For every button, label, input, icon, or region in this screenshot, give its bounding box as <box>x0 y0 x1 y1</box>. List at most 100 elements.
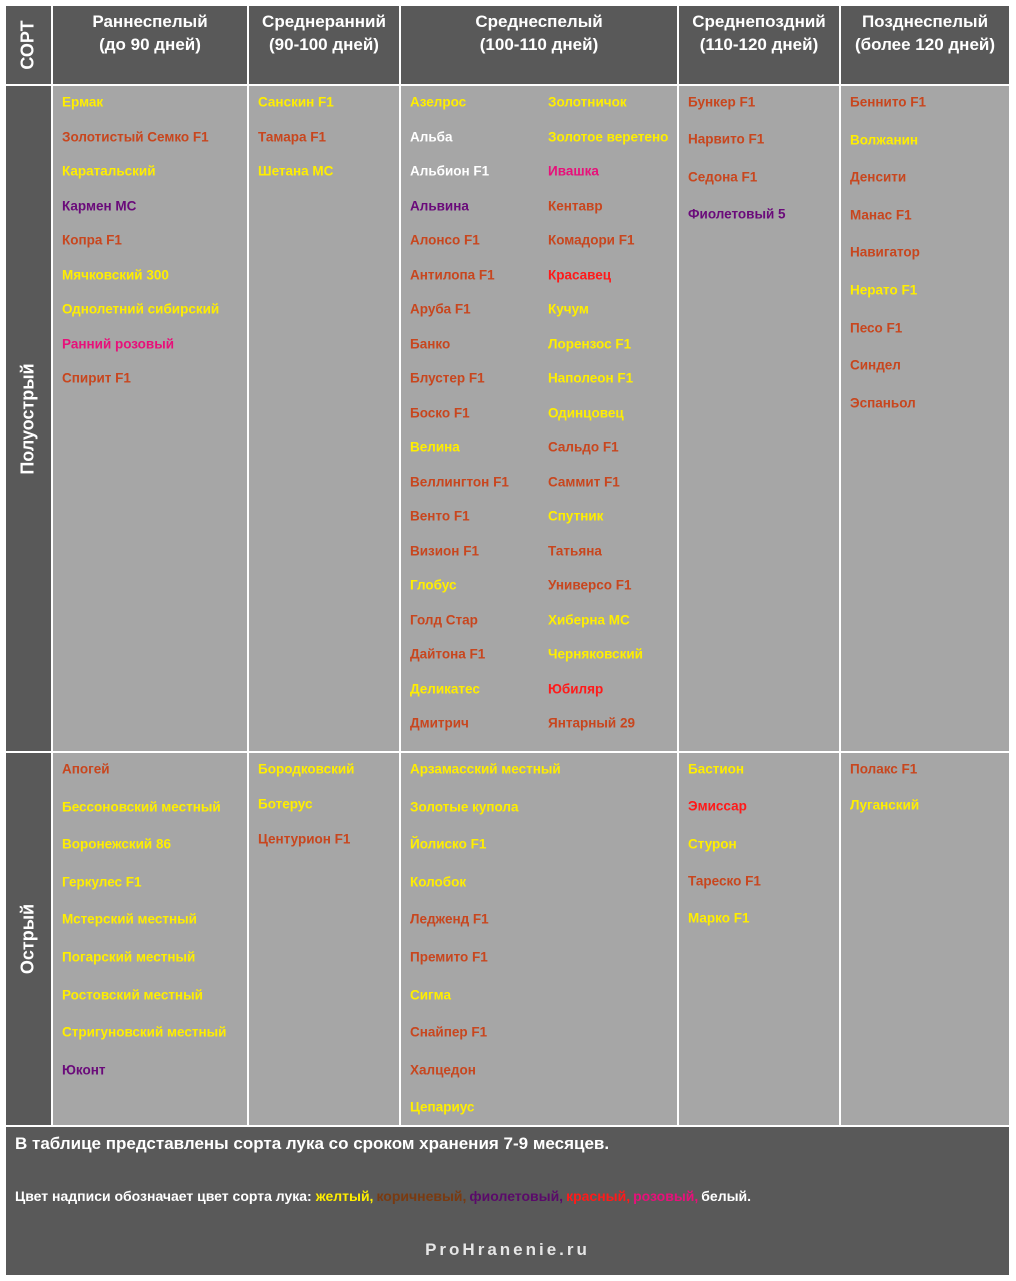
variety: Черняковский <box>548 646 643 662</box>
variety: Деликатес <box>410 681 480 696</box>
variety: Апогей <box>62 761 110 777</box>
variety: Ботерус <box>258 796 313 812</box>
variety: Боско F1 <box>410 405 470 420</box>
variety: Лорензос F1 <box>548 336 632 351</box>
variety: Золотничок <box>548 94 627 110</box>
corner-label: СОРТ <box>17 20 38 70</box>
cell <box>400 752 678 1126</box>
cell <box>400 85 678 752</box>
variety: Денсити <box>850 169 907 185</box>
variety: Азелрос <box>410 94 467 110</box>
variety: Юконт <box>62 1062 106 1078</box>
variety: Луганский <box>850 797 920 813</box>
variety: Халцедон <box>410 1062 476 1078</box>
variety: Сигма <box>410 987 451 1003</box>
footer-note: В таблице представлены сорта лука со сро… <box>15 1134 610 1153</box>
header-text: (более 120 дней) <box>854 35 996 54</box>
variety: Седона F1 <box>688 169 758 185</box>
variety: Центурион F1 <box>258 831 351 847</box>
variety: Полакс F1 <box>850 761 918 777</box>
header-text: Раннеспелый <box>92 12 208 31</box>
variety: Ростовский местный <box>62 987 203 1003</box>
variety: Татьяна <box>548 543 602 558</box>
legend-intro: Цвет надписи обозначает цвет сорта лука: <box>15 1188 312 1204</box>
cell <box>840 752 1010 1126</box>
variety: Песо F1 <box>850 320 903 336</box>
variety: Цепариус <box>410 1099 475 1115</box>
variety: Марко F1 <box>688 910 750 926</box>
variety: Бункер F1 <box>688 94 756 110</box>
variety: Воронежский 86 <box>62 836 171 852</box>
variety: Кентавр <box>548 198 603 213</box>
variety: Веллингтон F1 <box>410 474 509 489</box>
variety: Голд Стар <box>410 612 478 627</box>
variety: Каратальский <box>62 163 156 179</box>
color-legend: Цвет надписи обозначает цвет сорта лука:… <box>15 1188 754 1204</box>
variety: Одинцовец <box>548 405 624 420</box>
variety: Антилопа F1 <box>410 267 495 282</box>
variety: Золотое веретено <box>548 129 669 144</box>
variety: Погарский местный <box>62 949 196 965</box>
header-cell <box>400 5 678 85</box>
legend-color: белый. <box>701 1188 752 1204</box>
row-label-cell <box>5 752 52 1126</box>
variety: Шетана МС <box>258 163 334 179</box>
cell <box>840 85 1010 752</box>
variety: Мячковский 300 <box>62 267 169 282</box>
variety: Однолетний сибирский <box>62 301 220 317</box>
variety: Геркулес F1 <box>62 874 142 890</box>
variety: Альбион F1 <box>410 163 490 179</box>
variety: Синдел <box>850 357 901 373</box>
header-text: (110-120 дней) <box>699 35 819 54</box>
variety: Спутник <box>548 508 604 524</box>
variety: Дмитрич <box>410 715 469 731</box>
variety: Эспаньол <box>850 395 916 411</box>
legend-color: коричневый, <box>376 1188 467 1204</box>
row-label: Острый <box>17 903 38 975</box>
variety: Альвина <box>410 198 469 213</box>
header-text: (до 90 дней) <box>99 35 201 54</box>
footer <box>5 1126 1010 1276</box>
variety: Мстерский местный <box>62 911 197 927</box>
cell <box>52 85 248 752</box>
cell <box>248 752 400 1126</box>
header-cell <box>840 5 1010 85</box>
variety: Нарвито F1 <box>688 131 765 147</box>
variety: Йолиско F1 <box>410 836 487 852</box>
variety: Глобус <box>410 577 457 593</box>
variety: Тареско F1 <box>688 873 761 889</box>
variety: Юбиляр <box>548 681 604 696</box>
cell <box>248 85 400 752</box>
variety: Премито F1 <box>410 949 488 965</box>
variety: Навигатор <box>850 244 920 260</box>
variety: Ледженд F1 <box>410 911 489 927</box>
legend-color: фиолетовый, <box>469 1188 564 1204</box>
variety: Блустер F1 <box>410 370 485 386</box>
variety: Саммит F1 <box>548 474 620 489</box>
legend-color: розовый, <box>633 1188 699 1204</box>
header-text: (90-100 дней) <box>269 35 379 54</box>
variety: Золотые купола <box>410 799 519 815</box>
header-cell <box>248 5 400 85</box>
variety: Наполеон F1 <box>548 370 634 386</box>
variety: Дайтона F1 <box>410 646 486 662</box>
variety: Золотистый Семко F1 <box>62 129 209 144</box>
variety: Красавец <box>548 267 612 282</box>
header-corner <box>5 5 52 85</box>
variety: Беннито F1 <box>850 94 927 110</box>
header-text: (100-110 дней) <box>479 35 599 54</box>
variety: Бессоновский местный <box>62 799 221 815</box>
variety: Бородковский <box>258 761 355 777</box>
site: ProHranenie.ru <box>425 1240 590 1259</box>
legend-color: желтый, <box>315 1188 374 1204</box>
header-text: Среднеранний <box>262 12 386 31</box>
legend-color: красный, <box>566 1188 631 1204</box>
variety: Кучум <box>548 301 589 317</box>
header-text: Позднеспелый <box>861 12 989 31</box>
cell <box>52 752 248 1126</box>
variety: Универсо F1 <box>548 577 632 593</box>
variety: Санскин F1 <box>258 94 334 110</box>
variety: Велина <box>410 439 460 455</box>
variety: Ермак <box>62 94 104 110</box>
variety: Кармен МС <box>62 198 137 213</box>
